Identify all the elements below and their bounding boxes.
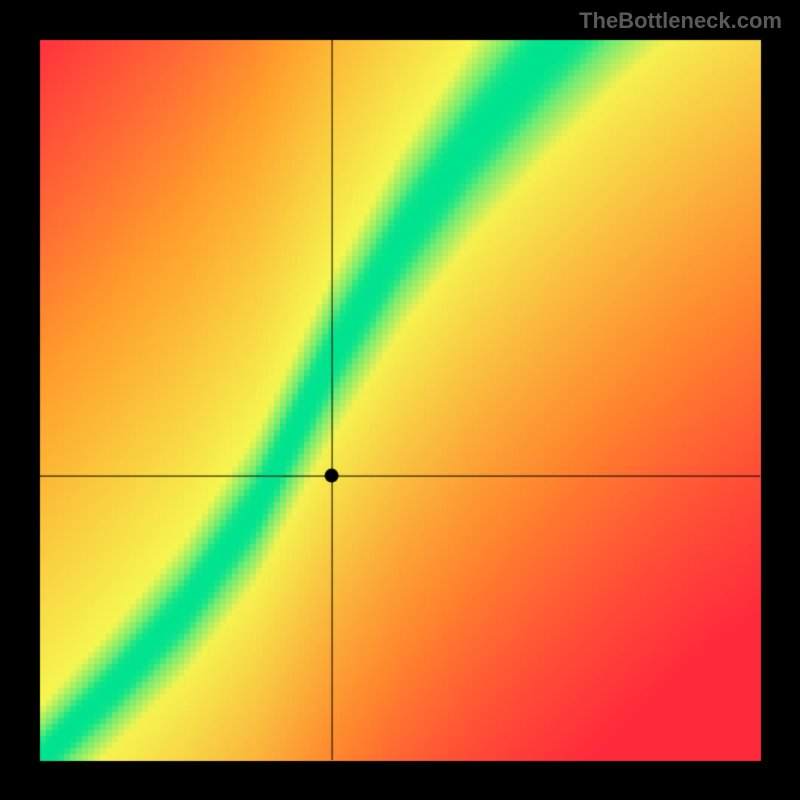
watermark-text: TheBottleneck.com xyxy=(579,8,782,34)
chart-container: TheBottleneck.com xyxy=(0,0,800,800)
bottleneck-heatmap xyxy=(0,0,800,800)
